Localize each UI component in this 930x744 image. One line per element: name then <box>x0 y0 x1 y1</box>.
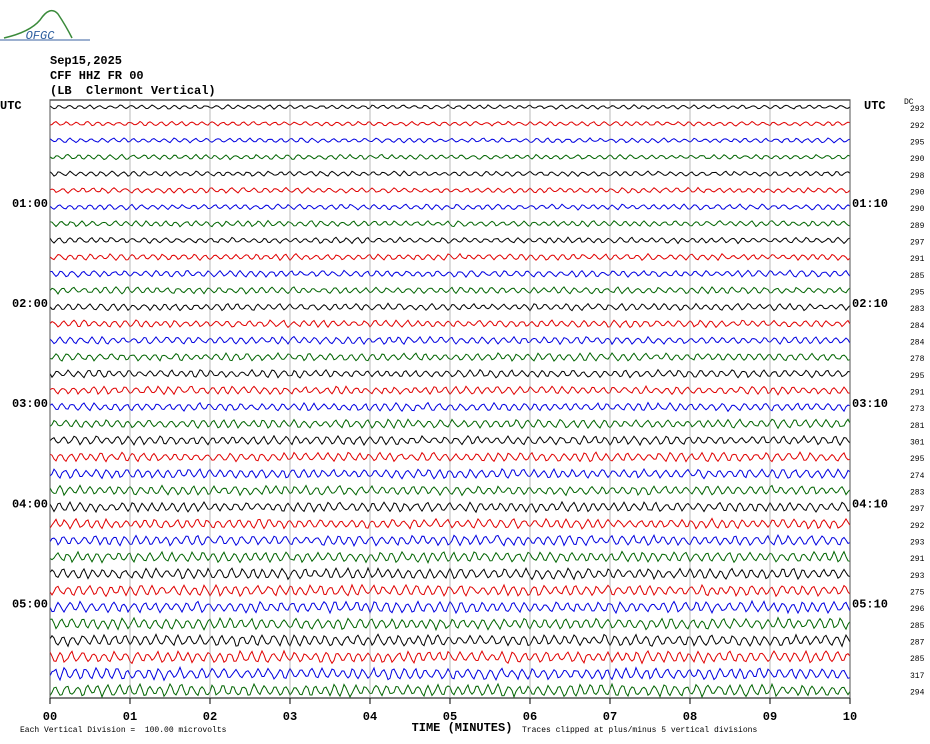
hour-label: 02:00 <box>12 297 48 311</box>
hour-label: 01:10 <box>852 197 888 211</box>
dc-value: 317 <box>910 672 925 681</box>
dc-value: 292 <box>910 522 925 531</box>
dc-value: 291 <box>910 255 925 264</box>
dc-value: 285 <box>910 272 925 281</box>
dc-value: 301 <box>910 439 925 448</box>
date: Sep15,2025 <box>50 54 122 68</box>
station: CFF HHZ FR 00 <box>50 69 144 83</box>
hour-label: 04:00 <box>12 497 48 511</box>
hour-label: 04:10 <box>852 497 888 511</box>
hour-label: 03:00 <box>12 397 48 411</box>
x-axis-label: TIME (MINUTES) <box>412 721 513 735</box>
dc-value: 283 <box>910 489 925 498</box>
hour-label: 02:10 <box>852 297 888 311</box>
dc-value: 291 <box>910 555 925 564</box>
dc-value: 285 <box>910 655 925 664</box>
x-tick-label: 10 <box>843 710 857 724</box>
logo-text: OFGC <box>26 29 56 43</box>
dc-value: 296 <box>910 605 925 614</box>
x-tick-label: 07 <box>603 710 617 724</box>
x-tick-label: 03 <box>283 710 297 724</box>
dc-value: 291 <box>910 388 925 397</box>
scale-note: Each Vertical Division = 100.00 microvol… <box>20 726 227 735</box>
dc-value: 285 <box>910 622 925 631</box>
dc-label: DC <box>904 98 914 107</box>
dc-value: 274 <box>910 472 925 481</box>
dc-value: 290 <box>910 205 925 214</box>
x-tick-label: 00 <box>43 710 57 724</box>
hour-label: 01:00 <box>12 197 48 211</box>
dc-value: 297 <box>910 238 925 247</box>
dc-value: 290 <box>910 155 925 164</box>
hour-label: 03:10 <box>852 397 888 411</box>
dc-value: 284 <box>910 338 925 347</box>
x-tick-label: 02 <box>203 710 217 724</box>
x-tick-label: 08 <box>683 710 697 724</box>
location: (LB Clermont Vertical) <box>50 84 216 98</box>
dc-value: 283 <box>910 305 925 314</box>
dc-value: 294 <box>910 689 925 698</box>
dc-value: 297 <box>910 505 925 514</box>
dc-value: 284 <box>910 322 925 331</box>
dc-value: 275 <box>910 589 925 598</box>
dc-value: 278 <box>910 355 925 364</box>
dc-value: 281 <box>910 422 925 431</box>
x-tick-label: 06 <box>523 710 537 724</box>
hour-label: 05:10 <box>852 597 888 611</box>
left-axis-label: UTC <box>0 99 22 113</box>
right-axis-label: UTC <box>864 99 886 113</box>
x-tick-label: 05 <box>443 710 457 724</box>
dc-value: 295 <box>910 455 925 464</box>
x-tick-label: 01 <box>123 710 137 724</box>
dc-value: 292 <box>910 122 925 131</box>
dc-value: 298 <box>910 172 925 181</box>
dc-value: 293 <box>910 572 925 581</box>
dc-value: 289 <box>910 222 925 231</box>
dc-value: 295 <box>910 372 925 381</box>
clip-note: Traces clipped at plus/minus 5 vertical … <box>522 726 757 735</box>
dc-value: 293 <box>910 539 925 548</box>
x-tick-label: 04 <box>363 710 377 724</box>
dc-value: 295 <box>910 288 925 297</box>
dc-value: 287 <box>910 639 925 648</box>
hour-label: 05:00 <box>12 597 48 611</box>
x-tick-label: 09 <box>763 710 777 724</box>
dc-value: 293 <box>910 105 925 114</box>
dc-value: 295 <box>910 138 925 147</box>
logo: OFGC <box>0 9 90 43</box>
dc-value: 290 <box>910 188 925 197</box>
dc-value: 273 <box>910 405 925 414</box>
